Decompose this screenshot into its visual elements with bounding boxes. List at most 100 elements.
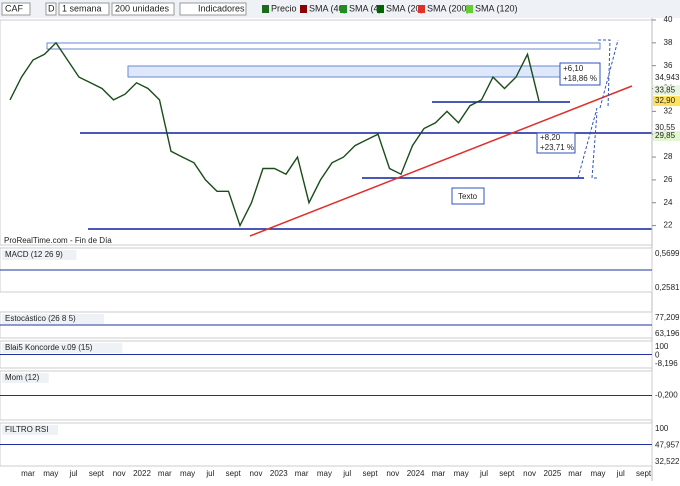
x-tick-label: nov (523, 469, 536, 478)
annotation: +8,20 (540, 133, 561, 142)
zone-box (127, 65, 601, 78)
x-tick-label: nov (386, 469, 399, 478)
annotation: +18,86 % (563, 74, 597, 83)
indicator-title: MACD (12 26 9) (5, 250, 63, 259)
zone-box (46, 42, 601, 50)
x-tick-label: may (180, 469, 195, 478)
x-tick-label: may (317, 469, 332, 478)
symbol: CAF (5, 3, 24, 13)
indicator-title-box (2, 250, 77, 260)
indicator-value: 0,2581 (655, 283, 680, 292)
price-tag-label: 29,85 (655, 131, 676, 140)
annotation: +23,71 % (540, 143, 574, 152)
legend-swatch (466, 5, 473, 13)
x-tick-label: nov (250, 469, 263, 478)
x-tick-label: mar (432, 469, 446, 478)
x-tick-label: nov (113, 469, 126, 478)
x-tick-label: sept (499, 469, 515, 478)
projection (577, 107, 598, 179)
legend-label: SMA (40) (309, 3, 347, 13)
x-tick-label: may (590, 469, 605, 478)
price-tag-label: 33,85 (655, 85, 676, 94)
indicator-value: 77,209 (655, 313, 680, 322)
x-tick-label: sept (362, 469, 378, 478)
x-tick-label: sept (89, 469, 105, 478)
price-line (9, 41, 540, 228)
units-box[interactable] (111, 2, 175, 16)
legend-swatch (418, 5, 425, 13)
legend-swatch (377, 5, 384, 13)
legend-label: SMA (4) (349, 3, 382, 13)
y-tick-label: 38 (664, 38, 673, 47)
indicator-value: -0,200 (655, 391, 678, 400)
text-box (451, 187, 485, 205)
price-tag (653, 72, 680, 83)
mode-box[interactable] (45, 2, 57, 16)
annotation-box (536, 132, 576, 154)
mode: D (48, 3, 55, 13)
y-tick-label: 36 (664, 61, 673, 70)
y-tick-label: 32 (664, 106, 673, 115)
x-tick-label: mar (158, 469, 172, 478)
y-tick-label: 40 (664, 15, 673, 24)
indicator-title: Blai5 Koncorde v.09 (15) (5, 343, 93, 352)
indicators: Indicadores (198, 3, 245, 13)
indicator-title: FILTRO RSI (5, 425, 48, 434)
legend-swatch (340, 5, 347, 13)
price-tag-label: 30,55 (655, 123, 676, 132)
indicator-title-box (2, 373, 49, 383)
indicator-title-box (2, 425, 58, 435)
indicator-value: -8,196 (655, 359, 678, 368)
price-tag (653, 122, 680, 133)
indicator-value: 0,5699 (655, 249, 680, 258)
price-tag-label: 34,943 (655, 73, 680, 82)
x-tick-label: jul (342, 469, 351, 478)
y-tick-label: 24 (664, 198, 673, 207)
source: ProRealTime.com - Fin de Día (4, 236, 112, 245)
indicator-value: 0 (655, 351, 660, 360)
annotation: +6,10 (563, 64, 584, 73)
indicator-value: 32,522 (655, 457, 680, 466)
y-tick-label: 22 (664, 221, 673, 230)
indicator-value: 100 (655, 342, 669, 351)
indicator-value: 63,196 (655, 329, 680, 338)
x-tick-label: jul (479, 469, 488, 478)
price-tag-label: 32,90 (655, 96, 676, 105)
y-tick-label: 26 (664, 175, 673, 184)
price-tag (653, 85, 680, 96)
x-tick-label: 2024 (407, 469, 425, 478)
x-tick-label: mar (568, 469, 582, 478)
legend-label: SMA (200) (427, 3, 470, 13)
trend-line (249, 85, 633, 237)
y-tick-label: 28 (664, 152, 673, 161)
x-tick-label: may (43, 469, 58, 478)
annotation: Texto (458, 192, 478, 201)
legend-swatch (300, 5, 307, 13)
symbol-box[interactable] (1, 2, 31, 16)
indicator-value: 47,957 (655, 441, 680, 450)
price-tag (653, 96, 680, 107)
x-tick-label: jul (205, 469, 214, 478)
x-tick-label: jul (616, 469, 625, 478)
indicators-box[interactable] (179, 2, 247, 16)
indicator-value: 100 (655, 424, 669, 433)
x-tick-label: may (454, 469, 469, 478)
projection (598, 39, 619, 109)
x-tick-label: mar (21, 469, 35, 478)
x-tick-label: sept (636, 469, 652, 478)
x-tick-label: sept (226, 469, 242, 478)
price-tag (653, 130, 680, 141)
legend-label: SMA (20) (386, 3, 424, 13)
units: 200 unidades (115, 3, 170, 13)
x-tick-label: jul (69, 469, 78, 478)
indicator-title: Estocástico (26 8 5) (5, 314, 76, 323)
annotation-box (559, 62, 601, 86)
legend-label: Precio (271, 3, 297, 13)
indicator-title-box (2, 314, 104, 324)
legend-swatch (262, 5, 269, 13)
indicator-title-box (2, 343, 123, 353)
period-box[interactable] (58, 2, 110, 16)
x-tick-label: 2025 (544, 469, 562, 478)
period: 1 semana (62, 3, 102, 13)
